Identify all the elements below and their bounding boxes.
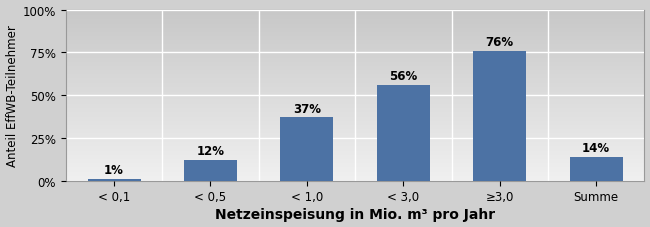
Text: 37%: 37% [293, 102, 321, 115]
Bar [473, 51, 526, 181]
Text: 76%: 76% [486, 36, 514, 49]
Text: 56%: 56% [389, 70, 417, 83]
Bar [88, 179, 140, 181]
Bar [184, 160, 237, 181]
Text: 1%: 1% [104, 164, 124, 177]
Y-axis label: Anteil EffWB-Teilnehmer: Anteil EffWB-Teilnehmer [6, 25, 19, 166]
Text: 12%: 12% [196, 145, 224, 158]
Bar [280, 118, 333, 181]
Bar [569, 157, 623, 181]
Text: 14%: 14% [582, 141, 610, 154]
X-axis label: Netzeinspeisung in Mio. m³ pro Jahr: Netzeinspeisung in Mio. m³ pro Jahr [215, 207, 495, 222]
Bar [377, 85, 430, 181]
